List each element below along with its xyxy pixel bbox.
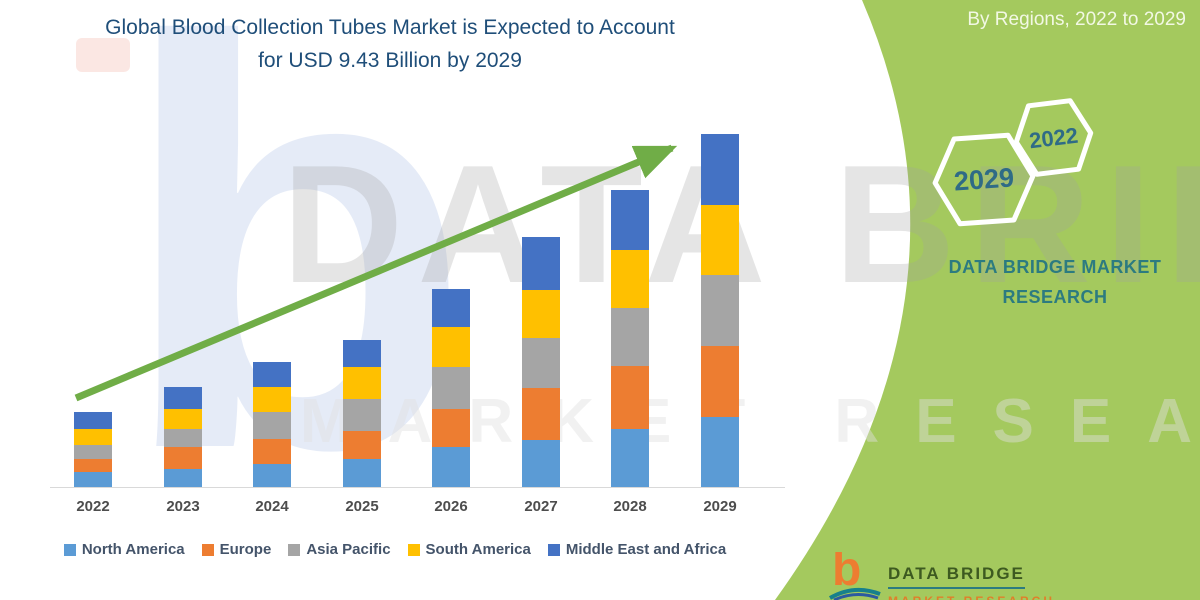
segment-2026-north-america [432,446,470,487]
watermark-data-bridge: DATA BRIDGE [282,130,1200,318]
chart-legend: North America Europe Asia Pacific South Ame… [20,541,770,558]
bar-2027 [522,236,560,487]
segment-2026-middle-east-and-africa [432,288,470,327]
legend-label-middle-east-and-africa: Middle East and Africa [565,541,727,558]
segment-2029-middle-east-and-africa [701,134,739,205]
x-axis-baseline [50,487,785,488]
segment-2028-asia-pacific [611,308,649,367]
hexagon-2029-label: 2029 [953,162,1015,196]
axis-label-2027: 2027 [524,498,558,515]
segment-2029-north-america [701,417,739,487]
legend-label-south-america: South America [425,541,531,558]
brand-text-line1: DATA BRIDGE MARKET [948,257,1162,277]
bar-2023 [164,387,202,487]
legend-item-middle-east-and-africa: Middle East and Africa [547,541,727,558]
chart-title-line1: Global Blood Collection Tubes Market is … [105,16,675,39]
segment-2029-asia-pacific [701,274,739,346]
segment-2028-south-america [611,250,649,309]
segment-2023-south-america [164,409,202,429]
segment-2028-middle-east-and-africa [611,190,649,251]
bar-2029 [701,134,739,487]
chart-title: Global Blood Collection Tubes Market is … [20,12,760,77]
segment-2028-north-america [611,429,649,487]
legend-swatch-asia-pacific [288,543,301,556]
segment-2023-north-america [164,469,202,487]
growth-arrow [74,144,678,402]
legend-swatch-middle-east-and-africa [547,543,560,556]
legend-label-europe: Europe [219,541,272,558]
segment-2026-south-america [432,326,470,367]
segment-2029-europe [701,345,739,417]
bar-2026 [432,288,470,487]
bar-2022 [74,412,112,487]
segment-2023-europe [164,446,202,469]
panel-heading: By Regions, 2022 to 2029 [967,9,1186,30]
segment-2022-europe [74,458,112,472]
legend-item-south-america: South America [407,541,531,558]
segment-2023-asia-pacific [164,428,202,447]
segment-2023-middle-east-and-africa [164,387,202,410]
footer-swoosh-icon [828,587,881,600]
segment-2024-asia-pacific [253,412,291,440]
segment-2027-europe [522,387,560,440]
axis-label-2022: 2022 [76,498,110,515]
axis-label-2024: 2024 [255,498,289,515]
segment-2022-asia-pacific [74,445,112,459]
segment-2027-asia-pacific [522,337,560,388]
hexagon-2022-label: 2022 [1028,123,1080,154]
footer-logo: b DATA BRIDGE MARKET RESEARCH [828,552,1200,600]
hexagon-2029: 2029 [932,132,1036,227]
legend-label-north-america: North America [81,541,185,558]
segment-2027-middle-east-and-africa [522,236,560,290]
segment-2022-middle-east-and-africa [74,412,112,429]
segment-2024-north-america [253,464,291,487]
segment-2025-north-america [343,458,381,487]
brand-text-line2: RESEARCH [1002,287,1108,307]
segment-2025-south-america [343,367,381,400]
segment-2022-north-america [74,472,112,487]
segment-2026-asia-pacific [432,366,470,409]
footer-brand-subname: MARKET RESEARCH [888,594,1055,600]
axis-label-2025: 2025 [345,498,379,515]
watermark-accent-smudge [76,38,130,72]
segment-2029-south-america [701,204,739,275]
legend-item-asia-pacific: Asia Pacific [288,541,391,558]
segment-2027-north-america [522,439,560,487]
segment-2024-europe [253,439,291,465]
legend-swatch-north-america [63,543,76,556]
segment-2025-middle-east-and-africa [343,340,381,368]
legend-swatch-south-america [407,543,420,556]
segment-2025-asia-pacific [343,399,381,431]
segment-2025-europe [343,430,381,459]
axis-label-2028: 2028 [613,498,647,515]
axis-label-2023: 2023 [166,498,200,515]
chart-title-line2: for USD 9.43 Billion by 2029 [258,48,522,72]
segment-2027-south-america [522,289,560,338]
legend-item-europe: Europe [201,541,272,558]
axis-label-2029: 2029 [703,498,737,515]
axis-label-2026: 2026 [434,498,468,515]
legend-item-north-america: North America [63,541,185,558]
footer-b-icon: b [832,552,862,596]
footer-brand-name: DATA BRIDGE [888,564,1025,589]
segment-2026-europe [432,408,470,447]
bar-2024 [253,361,291,487]
segment-2024-south-america [253,387,291,413]
segment-2028-europe [611,366,649,429]
bar-2025 [343,340,381,487]
segment-2024-middle-east-and-africa [253,361,291,388]
segment-2022-south-america [74,428,112,446]
year-hexagons: 2022 2029 [932,98,1094,227]
bar-2028 [611,190,649,487]
hexagon-2022: 2022 [1013,98,1094,177]
legend-label-asia-pacific: Asia Pacific [306,541,391,558]
legend-swatch-europe [201,543,214,556]
